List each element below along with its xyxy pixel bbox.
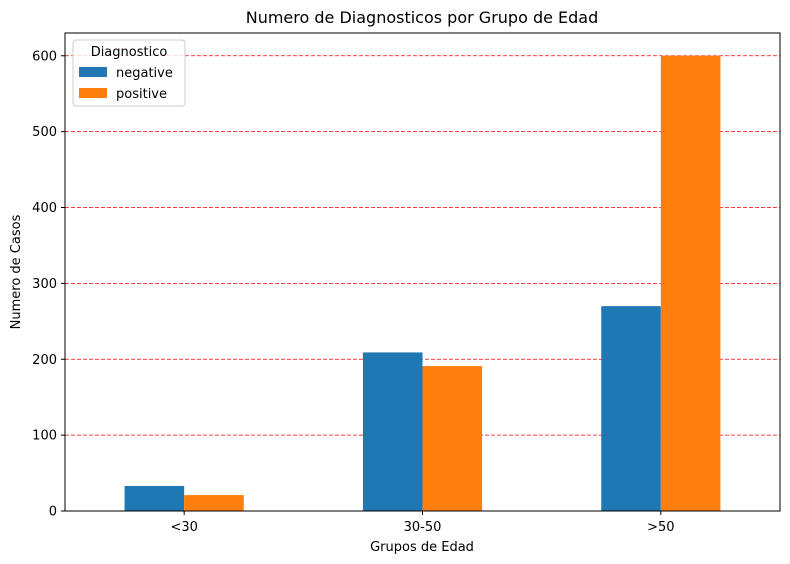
- legend-title: Diagnostico: [91, 45, 168, 60]
- bar-positive-1: [422, 366, 483, 511]
- legend: Diagnostico negative positive: [72, 39, 186, 107]
- y-tick-label: 600: [32, 49, 57, 64]
- y-tick-label: 500: [32, 125, 57, 140]
- legend-label-positive: positive: [116, 87, 167, 102]
- chart-title: Numero de Diagnosticos por Grupo de Edad: [246, 8, 599, 27]
- x-axis-ticks: <30 30-50 >50: [170, 511, 675, 535]
- x-tick-label: <30: [170, 520, 197, 535]
- y-tick-label: 300: [32, 277, 57, 292]
- bar-negative-2: [601, 306, 661, 511]
- bar-negative-0: [124, 485, 185, 511]
- legend-swatch-positive: [79, 88, 107, 98]
- bar-negative-1: [362, 352, 423, 511]
- x-axis-label: Grupos de Edad: [370, 540, 474, 555]
- y-tick-label: 100: [32, 429, 57, 444]
- bars-group: [124, 55, 721, 512]
- x-tick-label: 30-50: [404, 520, 442, 535]
- y-tick-label: 0: [49, 505, 57, 520]
- bar-positive-2: [660, 55, 721, 512]
- bar-positive-0: [184, 495, 244, 511]
- y-tick-label: 200: [32, 353, 57, 368]
- y-axis-label: Numero de Casos: [9, 214, 24, 329]
- legend-label-negative: negative: [116, 66, 173, 81]
- legend-swatch-negative: [79, 67, 107, 77]
- x-tick-label: >50: [647, 520, 674, 535]
- y-tick-label: 400: [32, 201, 57, 216]
- y-axis-ticks: 0 100 200 300 400 500 600: [32, 49, 65, 520]
